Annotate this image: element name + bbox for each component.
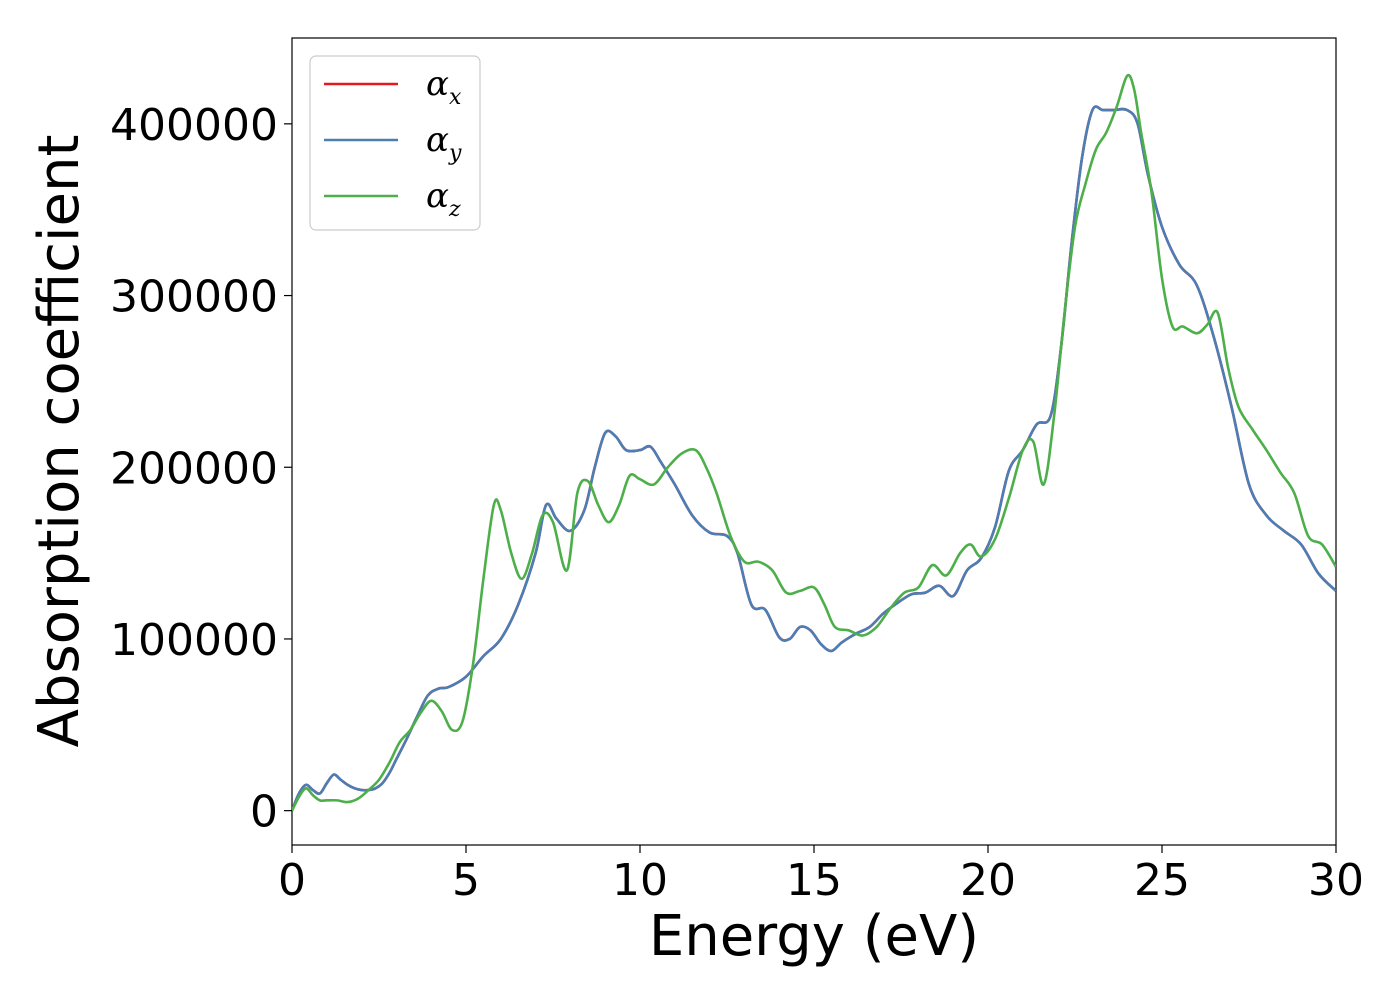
x-tick-label: 20 [960, 855, 1016, 906]
x-axis-ticks: 0 5 10 15 20 25 30 [278, 845, 1364, 906]
legend-label-x: αx [426, 64, 462, 110]
x-tick-label: 30 [1308, 855, 1364, 906]
y-tick-label: 100000 [110, 615, 278, 666]
legend-symbol: α [426, 64, 449, 104]
legend-subscript: x [449, 85, 462, 110]
x-tick-label: 15 [786, 855, 842, 906]
legend-subscript: z [448, 197, 461, 222]
series-layer [292, 73, 1336, 812]
y-tick-label: 0 [250, 787, 278, 838]
legend-box [309, 55, 481, 231]
y-tick-label: 200000 [110, 443, 278, 494]
y-axis-label: Absorption coefficient [27, 135, 92, 748]
x-tick-label: 25 [1134, 855, 1190, 906]
legend-label-y: αy [426, 120, 462, 166]
legend-label-z: αz [426, 176, 461, 222]
x-tick-label: 10 [612, 855, 668, 906]
legend-subscript: y [448, 141, 462, 166]
legend-symbol: α [426, 120, 449, 160]
series-line-z [292, 73, 1336, 812]
y-axis-ticks: 0 100000 200000 300000 400000 [110, 100, 292, 838]
x-tick-label: 0 [278, 855, 306, 906]
y-tick-label: 300000 [110, 272, 278, 323]
series-line-y [292, 105, 1336, 812]
x-tick-label: 5 [452, 855, 480, 906]
x-axis-label: Energy (eV) [649, 904, 979, 969]
y-tick-label: 400000 [110, 100, 278, 151]
legend-symbol: α [426, 176, 449, 216]
